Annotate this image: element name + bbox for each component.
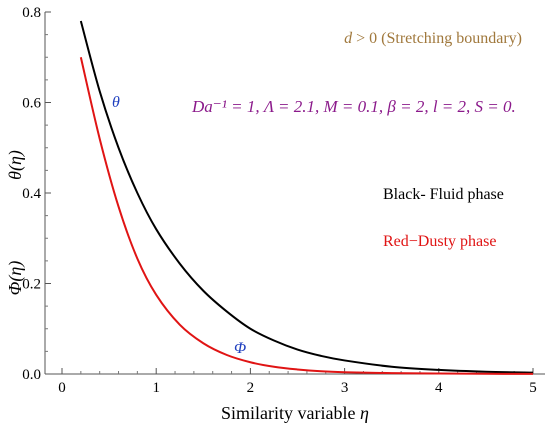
parameters-annotation: Da⁻¹ = 1, Λ = 2.1, M = 0.1, β = 2, l = 2… xyxy=(191,97,516,116)
y-axis-label-phi: Φ(η) xyxy=(5,261,26,296)
x-axis-label-symbol: η xyxy=(360,403,369,423)
y-axis-label-theta: θ(η) xyxy=(5,150,26,180)
series-line-phi xyxy=(79,57,534,375)
series-line-theta xyxy=(79,20,534,374)
x-tick-label: 5 xyxy=(529,380,537,396)
x-tick-label: 4 xyxy=(435,380,443,396)
x-tick-label: 3 xyxy=(341,380,349,396)
legend-dusty-phase: Red−Dusty phase xyxy=(383,233,496,250)
x-tick-label: 1 xyxy=(152,380,160,396)
boundary-symbol: d xyxy=(344,30,353,47)
x-tick-label: 0 xyxy=(58,380,66,396)
y-tick-label: 0.2 xyxy=(22,277,41,293)
boundary-text: > 0 (Stretching boundary) xyxy=(352,30,522,47)
x-tick-label: 2 xyxy=(247,380,255,396)
y-tick-label: 0.8 xyxy=(22,5,41,21)
x-axis-label: Similarity variable η xyxy=(221,403,369,423)
y-tick-label: 0.6 xyxy=(22,96,41,112)
y-tick-label: 0.0 xyxy=(22,367,41,383)
legend-fluid-phase: Black- Fluid phase xyxy=(383,186,504,203)
x-axis-label-text: Similarity variable xyxy=(221,403,360,423)
boundary-annotation: d > 0 (Stretching boundary) xyxy=(344,30,522,47)
y-tick-label: 0.4 xyxy=(22,186,41,202)
theta-curve-label: θ xyxy=(112,94,120,111)
phi-curve-label: Φ xyxy=(234,340,246,357)
